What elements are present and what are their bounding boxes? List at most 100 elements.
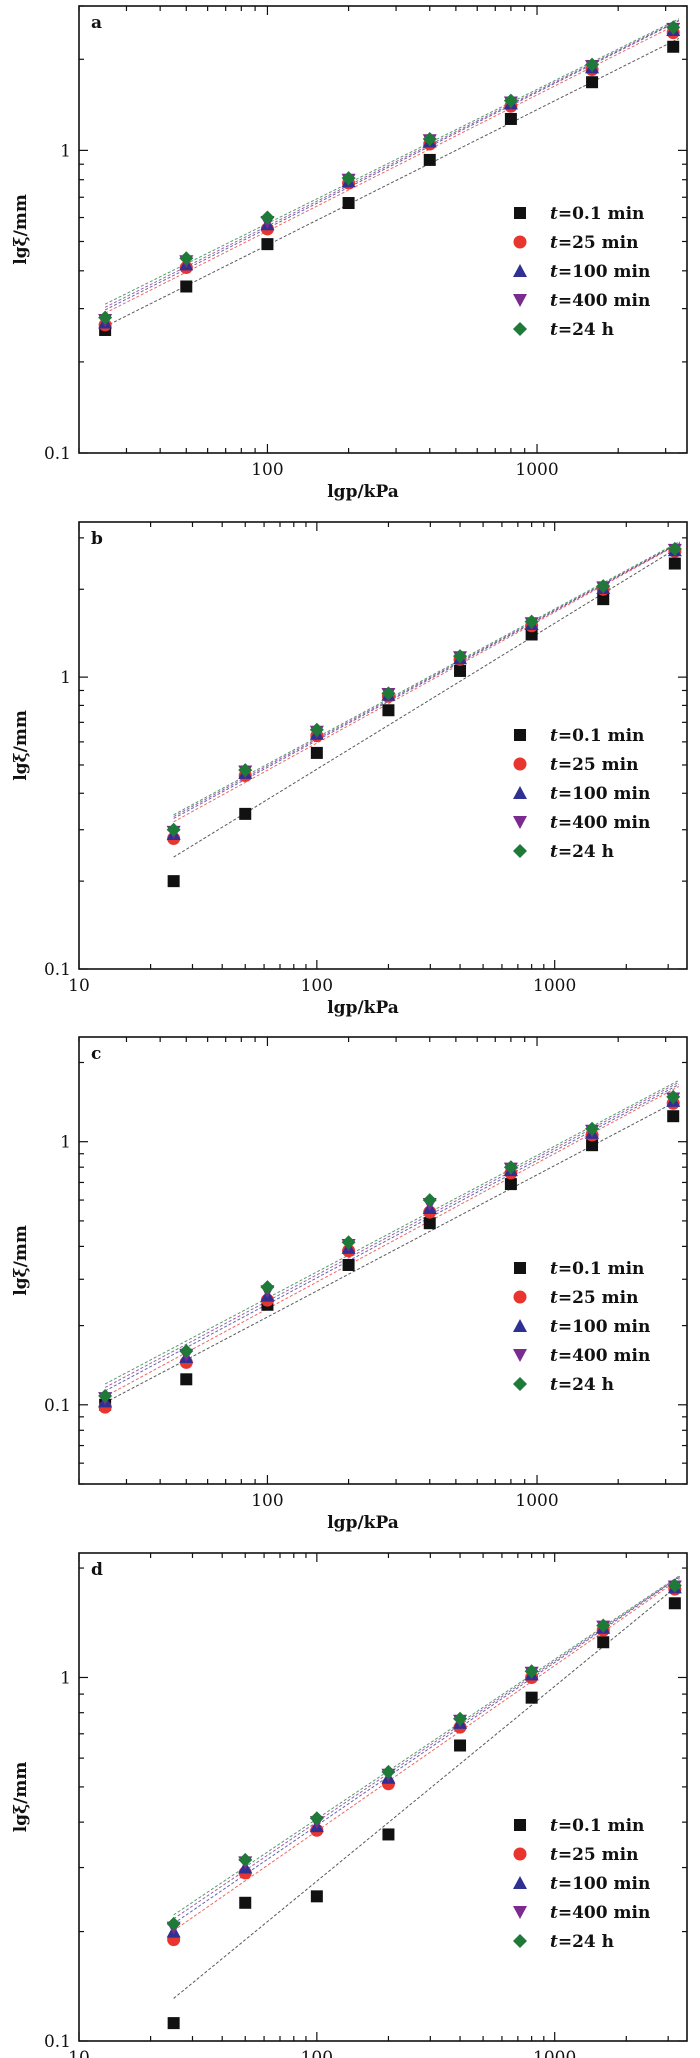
y-tick-label: 1 — [60, 668, 71, 688]
legend-label: t=24 h — [550, 842, 614, 862]
legend-marker — [513, 235, 527, 249]
y-tick-label: 0.1 — [44, 2032, 71, 2052]
legend-label: t=400 min — [550, 1346, 650, 1366]
x-tick-label: 100 — [251, 1491, 283, 1511]
y-tick-label: 0.1 — [44, 444, 71, 464]
data-point — [596, 1618, 611, 1633]
x-tick-label: 1000 — [515, 460, 558, 480]
data-point — [596, 579, 611, 594]
data-point — [166, 822, 181, 837]
data-point — [98, 310, 113, 325]
legend-label: t=100 min — [550, 1317, 650, 1337]
legend-marker — [514, 729, 526, 741]
legend-label: t=25 min — [550, 755, 639, 775]
data-point — [504, 1178, 517, 1191]
x-axis-title: lgp/kPa — [327, 998, 399, 1018]
legend-marker — [513, 844, 527, 858]
legend-label: t=25 min — [550, 1288, 639, 1308]
data-point — [503, 1160, 518, 1175]
data-point — [260, 210, 275, 225]
data-point — [585, 1121, 600, 1136]
data-point — [585, 57, 600, 72]
fit-line — [104, 1099, 680, 1404]
data-point — [167, 875, 180, 888]
legend-marker — [514, 207, 526, 219]
data-point — [166, 1916, 181, 1931]
data-point — [524, 614, 539, 629]
y-tick-label: 0.1 — [44, 960, 71, 980]
legend-marker — [513, 757, 527, 771]
x-axis-title: lgp/kPa — [327, 1513, 399, 1533]
data-point — [382, 1828, 395, 1841]
legend-marker — [514, 1819, 526, 1831]
x-tick-label: 100 — [251, 460, 283, 480]
chart-panel-b: b 10 100 1000 0.1 1 lgp/kPa lgξ/mm t=0.1 min t=25… — [11, 521, 688, 1018]
data-point — [98, 1389, 113, 1404]
legend-label: t=24 h — [550, 320, 614, 340]
x-tick-label: 100 — [301, 2048, 333, 2058]
data-point — [453, 1711, 468, 1726]
legend-label: t=400 min — [550, 813, 650, 833]
series-diamond — [98, 1089, 681, 1404]
chart-panel-c: c 100 1000 0.1 1 lgp/kPa lgξ/mm t=0.1 min t=25 m… — [11, 1036, 688, 1533]
data-point — [310, 746, 323, 759]
fit-line — [104, 18, 680, 305]
data-point — [453, 649, 468, 664]
y-tick-label: 0.1 — [44, 1396, 71, 1416]
legend-label: t=24 h — [550, 1375, 614, 1395]
legend-marker — [513, 1847, 527, 1861]
data-point — [179, 251, 194, 266]
fit-line — [173, 542, 681, 819]
legend-label: t=100 min — [550, 1874, 650, 1894]
fit-line — [173, 1576, 681, 1924]
data-point — [180, 280, 193, 293]
series-diamond — [98, 20, 681, 325]
data-point — [381, 1764, 396, 1779]
data-point — [179, 1344, 194, 1359]
data-point — [309, 722, 324, 737]
data-point — [381, 686, 396, 701]
data-point — [667, 541, 682, 556]
fit-line — [173, 1575, 681, 1920]
legend-marker — [513, 294, 527, 307]
data-point — [309, 1811, 324, 1826]
plot-frame — [78, 1552, 688, 2042]
fit-line — [104, 1084, 680, 1392]
y-axis-title: lgξ/mm — [11, 1225, 31, 1296]
legend-label: t=400 min — [550, 1903, 650, 1923]
legend-label: t=25 min — [550, 1845, 639, 1865]
data-point — [342, 197, 355, 210]
legend-label: t=24 h — [550, 1932, 614, 1952]
x-tick-label: 1000 — [515, 1491, 558, 1511]
legend-marker — [513, 1290, 527, 1304]
y-axis-title: lgξ/mm — [11, 1762, 31, 1833]
data-point — [524, 1664, 539, 1679]
data-point — [423, 153, 436, 166]
data-point — [310, 1890, 323, 1903]
fit-line — [104, 20, 680, 311]
data-point — [667, 40, 680, 53]
data-point — [239, 807, 252, 820]
data-point — [504, 112, 517, 125]
data-point — [422, 1193, 437, 1208]
legend-label: t=400 min — [550, 291, 650, 311]
data-point — [503, 93, 518, 108]
plot-frame — [78, 1036, 688, 1485]
data-point — [525, 1691, 538, 1704]
legend-marker — [513, 1349, 527, 1362]
chart-panel-a: a 100 1000 0.1 1 lgp/kPa lgξ/mm t=0.1 min t=25 m… — [11, 5, 688, 502]
data-point — [180, 1373, 193, 1386]
data-point — [167, 2017, 180, 2030]
data-point — [454, 664, 467, 677]
data-point — [597, 1636, 610, 1649]
fit-line — [173, 1574, 681, 1916]
series-diamond — [166, 1578, 682, 1931]
fit-line — [104, 1085, 680, 1397]
fit-line — [104, 38, 680, 327]
legend-marker — [513, 816, 527, 829]
fit-line — [173, 1583, 681, 1999]
data-point — [666, 20, 681, 35]
y-tick-label: 1 — [60, 141, 71, 161]
data-point — [238, 1852, 253, 1867]
